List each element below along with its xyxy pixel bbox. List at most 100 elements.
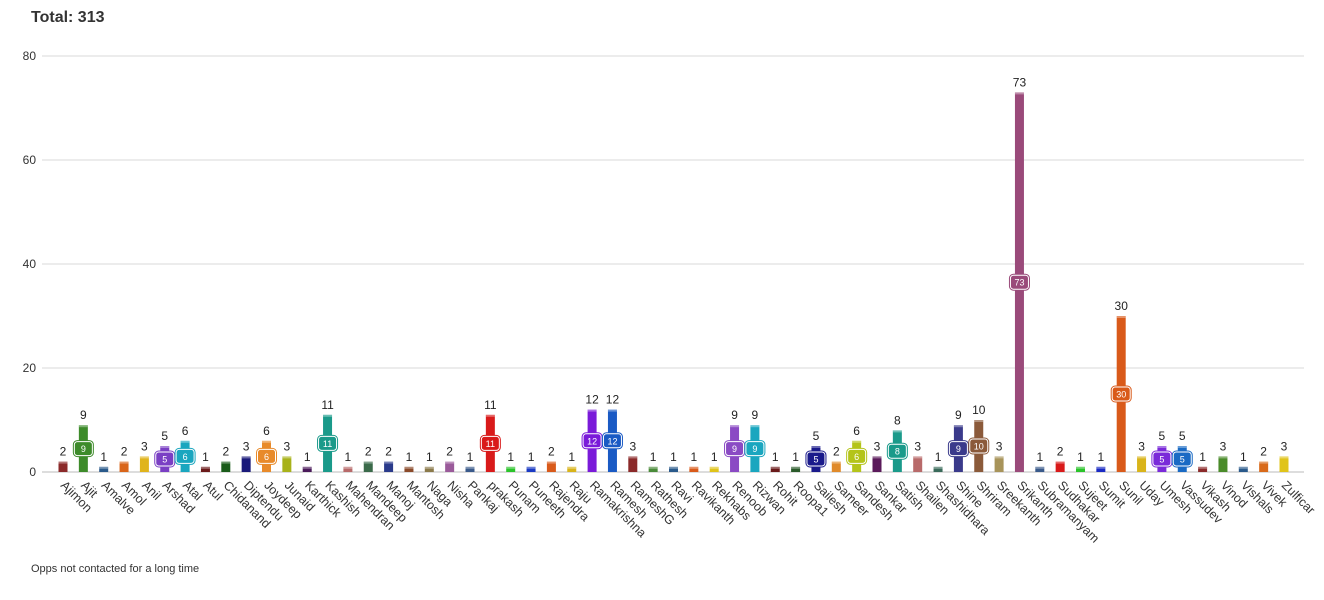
bar-inner-label: 12 — [607, 436, 617, 446]
bar-value-label: 2 — [121, 445, 128, 459]
bar-highlight — [628, 456, 638, 459]
bar-inner-label: 12 — [587, 436, 597, 446]
bar-highlight — [78, 425, 88, 428]
bar-value-label: 5 — [1159, 429, 1166, 443]
bar-highlight — [343, 466, 353, 469]
bar-value-label: 73 — [1013, 75, 1027, 89]
bar-value-label: 1 — [650, 450, 657, 464]
bar-value-label: 1 — [202, 450, 209, 464]
bar[interactable] — [99, 466, 109, 472]
bar-value-label: 1 — [507, 450, 514, 464]
bar[interactable] — [241, 456, 251, 472]
bar-value-label: 1 — [1077, 450, 1084, 464]
bar-value-label: 3 — [284, 439, 291, 453]
bar-highlight — [546, 461, 556, 464]
bar-highlight — [669, 466, 678, 469]
bar[interactable] — [648, 466, 658, 472]
bar[interactable] — [200, 466, 210, 472]
bar-highlight — [1014, 92, 1024, 95]
bar-value-label: 2 — [548, 445, 555, 459]
bar-value-label: 8 — [894, 413, 901, 427]
y-tick-label: 80 — [23, 49, 37, 63]
bar[interactable] — [119, 461, 129, 472]
bar[interactable] — [1238, 466, 1248, 472]
bar-value-label: 1 — [528, 450, 535, 464]
bar-value-label: 12 — [585, 393, 599, 407]
bar[interactable] — [465, 466, 475, 472]
bar-highlight — [119, 461, 129, 464]
bar-inner-badge-border — [948, 441, 968, 457]
x-axis-labels: AjimonAjitAmalveAmolAnilArshadAtalAtulCh… — [58, 478, 1318, 545]
bar-inner-badge — [256, 447, 277, 465]
bar-highlight — [1116, 316, 1126, 318]
bar[interactable] — [1055, 461, 1065, 472]
bar[interactable] — [1137, 456, 1147, 472]
bar-inner-badge-border — [257, 448, 276, 464]
bar-value-label: 1 — [1036, 450, 1043, 464]
bar-highlight — [750, 425, 760, 428]
bar-highlight — [1137, 456, 1147, 459]
bar-inner-badge-border — [582, 433, 602, 449]
bar[interactable] — [445, 461, 455, 472]
bar-inner-label: 5 — [1159, 455, 1164, 465]
bar[interactable] — [831, 461, 841, 472]
bar[interactable] — [546, 461, 556, 472]
bar-highlight — [1177, 446, 1187, 448]
bar-value-label: 11 — [321, 398, 334, 412]
bar[interactable] — [1198, 466, 1208, 472]
bar[interactable] — [282, 456, 292, 472]
bar-highlight — [994, 456, 1004, 459]
bar[interactable] — [58, 461, 68, 472]
bar[interactable] — [933, 466, 943, 472]
bar-inner-badge-border — [887, 443, 907, 459]
bar[interactable] — [526, 466, 536, 472]
bar[interactable] — [791, 466, 801, 472]
bar[interactable] — [302, 466, 312, 472]
bar[interactable] — [669, 466, 678, 472]
bar[interactable] — [1218, 456, 1228, 472]
bar[interactable] — [689, 466, 699, 472]
bar-value-label: 1 — [304, 450, 311, 464]
bar[interactable] — [567, 466, 577, 472]
bar[interactable] — [221, 461, 231, 472]
bar-inner-label: 5 — [162, 455, 167, 465]
bar[interactable] — [424, 466, 434, 472]
bar[interactable] — [994, 456, 1004, 472]
bar-value-label: 3 — [1138, 439, 1145, 453]
bar-value-label: 12 — [606, 393, 620, 407]
bar-highlight — [648, 466, 658, 469]
bar-highlight — [424, 466, 434, 469]
bar-inner-badge — [479, 434, 501, 452]
bar-value-label: 9 — [752, 408, 759, 422]
bar-highlight — [567, 466, 577, 469]
bar[interactable] — [1096, 466, 1106, 472]
bar-highlight — [363, 461, 373, 464]
bar[interactable] — [343, 466, 353, 472]
bar[interactable] — [872, 456, 882, 472]
bar-highlight — [99, 466, 109, 469]
bar[interactable] — [1035, 466, 1045, 472]
bar-highlight — [323, 414, 333, 417]
bar[interactable] — [913, 456, 923, 472]
bar-highlight — [1157, 446, 1167, 448]
bar-inner-label: 5 — [1180, 455, 1185, 465]
bar[interactable] — [404, 466, 414, 472]
bar-highlight — [974, 420, 984, 422]
bar[interactable] — [384, 461, 394, 472]
bar[interactable] — [628, 456, 638, 472]
bar[interactable] — [709, 466, 719, 472]
bar[interactable] — [1076, 466, 1085, 472]
bar[interactable] — [363, 461, 373, 472]
bar-inner-badge-border — [806, 451, 826, 467]
bar[interactable] — [139, 456, 149, 472]
bar-highlight — [1035, 466, 1045, 469]
bar-value-label: 1 — [467, 450, 474, 464]
bar-value-label: 3 — [1281, 439, 1288, 453]
bar[interactable] — [1279, 456, 1289, 472]
bar-inner-badge-border — [73, 441, 93, 457]
bar[interactable] — [770, 466, 780, 472]
bar[interactable] — [1259, 461, 1269, 472]
bar[interactable] — [506, 466, 516, 472]
bar-highlight — [526, 466, 536, 469]
bar-highlight — [730, 425, 740, 428]
